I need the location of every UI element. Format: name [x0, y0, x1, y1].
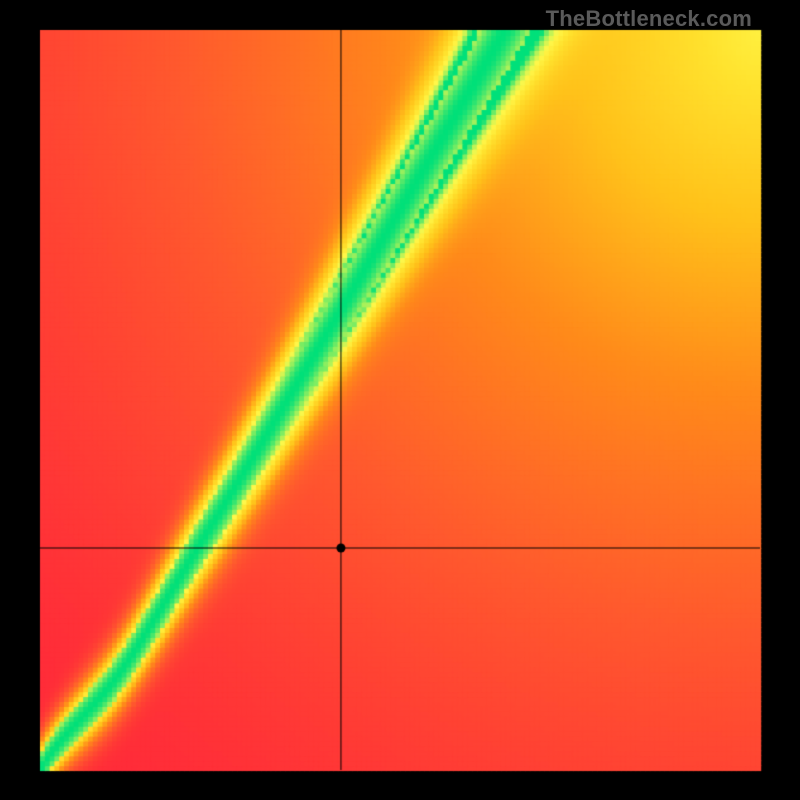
bottleneck-heatmap-canvas [0, 0, 800, 800]
watermark-text: TheBottleneck.com [546, 6, 752, 32]
chart-stage: { "meta": { "watermark_text": "TheBottle… [0, 0, 800, 800]
